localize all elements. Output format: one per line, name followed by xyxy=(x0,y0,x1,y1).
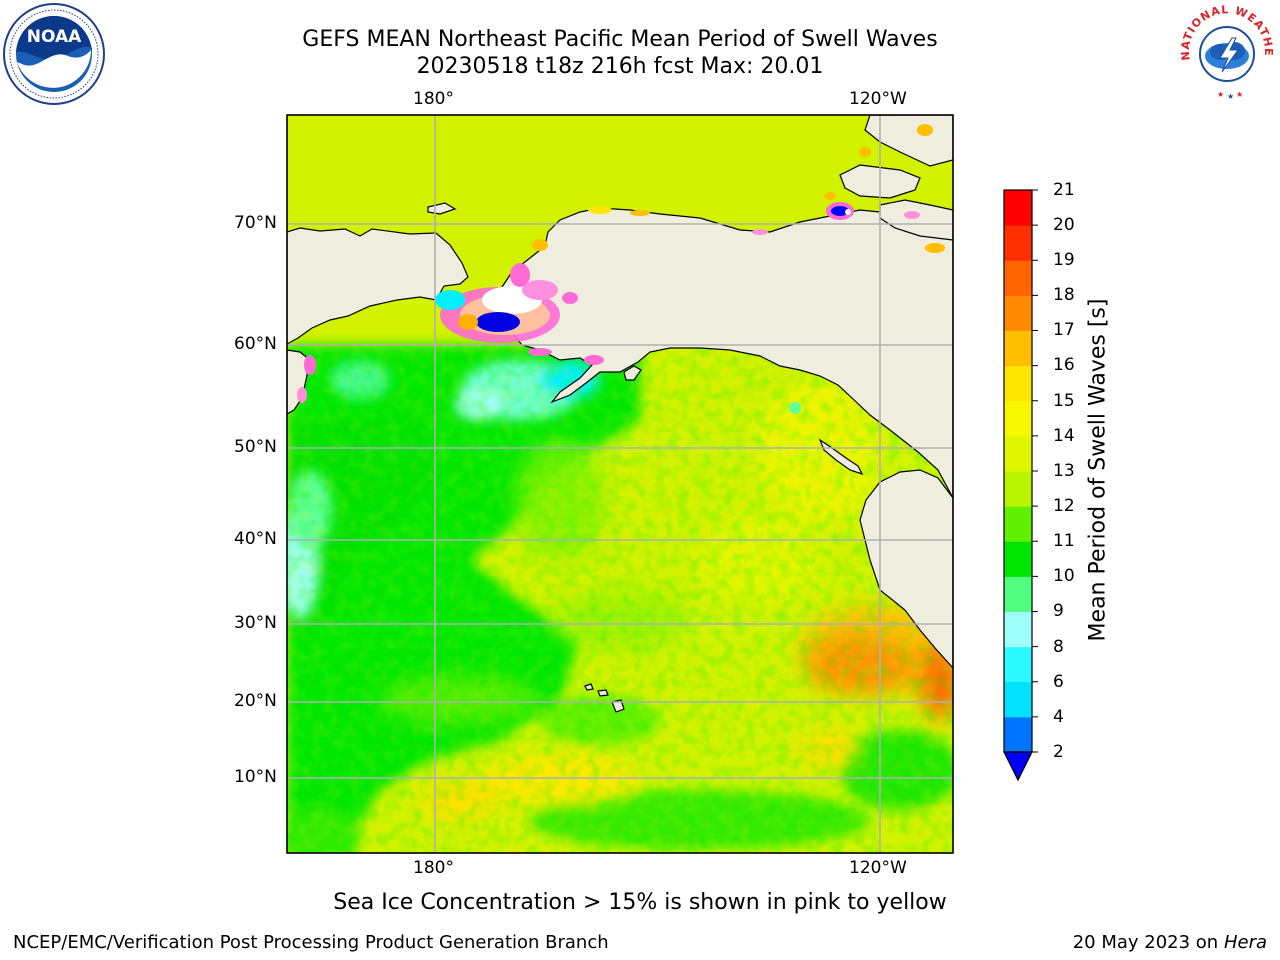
colorbar-tick-label: 15 xyxy=(1053,391,1075,411)
land-masses xyxy=(287,115,953,713)
run-date: 20 May 2023 on Hera xyxy=(1073,932,1267,953)
colorbar-segment xyxy=(1004,190,1032,226)
colorbar-segment xyxy=(1004,576,1032,612)
colorbar-extend-arrow xyxy=(1003,751,1033,782)
colorbar-segment xyxy=(1004,716,1032,753)
sea-ice-note: Sea Ice Concentration > 15% is shown in … xyxy=(333,890,947,915)
map-frame xyxy=(286,114,954,854)
colorbar-tick-label: 16 xyxy=(1053,355,1075,375)
map-title: GEFS MEAN Northeast Pacific Mean Period … xyxy=(302,27,938,52)
sea-ice-overlay xyxy=(297,124,945,414)
colorbar-segment xyxy=(1004,646,1032,683)
colorbar-tick-label: 18 xyxy=(1053,285,1075,305)
lon-label-bottom-120w: 120°W xyxy=(849,858,907,878)
lon-label-bottom-180: 180° xyxy=(413,858,454,878)
run-host: Hera xyxy=(1223,932,1267,953)
lat-label-10n: 10°N xyxy=(234,767,277,787)
colorbar-tick-label: 12 xyxy=(1053,496,1075,516)
colorbar-tick-label: 20 xyxy=(1053,215,1075,235)
colorbar-segment xyxy=(1004,541,1032,577)
colorbar-segment xyxy=(1004,611,1032,648)
colorbar-tick-label: 10 xyxy=(1053,566,1075,586)
lat-label-50n: 50°N xyxy=(234,437,277,457)
lat-label-70n: 70°N xyxy=(234,213,277,233)
colorbar-segment xyxy=(1004,330,1032,367)
svg-text:★: ★ xyxy=(1236,90,1243,99)
svg-text:NOAA: NOAA xyxy=(27,27,82,47)
colorbar-segment xyxy=(1004,506,1032,542)
colorbar-segment xyxy=(1004,225,1032,261)
colorbar-segment xyxy=(1004,435,1032,472)
lat-label-30n: 30°N xyxy=(234,613,277,633)
colorbar-tick-label: 6 xyxy=(1053,672,1064,692)
lat-label-20n: 20°N xyxy=(234,691,277,711)
forecast-subtitle: 20230518 t18z 216h fcst Max: 20.01 xyxy=(416,54,824,79)
colorbar xyxy=(1003,189,1038,782)
colorbar-segment xyxy=(1004,260,1032,296)
svg-text:★: ★ xyxy=(1227,92,1234,101)
colorbar-segment xyxy=(1004,471,1032,507)
colorbar-tick-label: 19 xyxy=(1053,250,1075,270)
nws-logo: NATIONAL WEATHER SERVICE ★ ★ ★ xyxy=(1176,2,1276,102)
colorbar-tick-label: 2 xyxy=(1053,742,1064,762)
colorbar-tick-label: 21 xyxy=(1053,180,1075,200)
colorbar-segment xyxy=(1004,295,1032,331)
colorbar-segment xyxy=(1004,400,1032,437)
swell-period-field xyxy=(287,115,953,853)
colorbar-segment xyxy=(1004,681,1032,718)
colorbar-tick-label: 14 xyxy=(1053,426,1075,446)
graticule xyxy=(287,115,953,853)
colorbar-tick-label: 13 xyxy=(1053,461,1075,481)
colorbar-tick-label: 4 xyxy=(1053,707,1064,727)
svg-text:★: ★ xyxy=(1217,90,1224,99)
lon-label-top-180: 180° xyxy=(413,89,454,109)
lon-label-top-120w: 120°W xyxy=(849,89,907,109)
colorbar-tick-label: 8 xyxy=(1053,637,1064,657)
colorbar-tick-label: 9 xyxy=(1053,601,1064,621)
colorbar-tick-label: 17 xyxy=(1053,320,1075,340)
lat-label-40n: 40°N xyxy=(234,529,277,549)
colorbar-segment xyxy=(1004,365,1032,402)
colorbar-title: Mean Period of Swell Waves [s] xyxy=(1085,298,1111,642)
lat-label-60n: 60°N xyxy=(234,334,277,354)
credit-text: NCEP/EMC/Verification Post Processing Pr… xyxy=(13,932,609,953)
run-date-text: 20 May 2023 on xyxy=(1072,932,1219,953)
noaa-logo: NOAA xyxy=(3,3,105,105)
colorbar-tick-label: 11 xyxy=(1053,531,1075,551)
